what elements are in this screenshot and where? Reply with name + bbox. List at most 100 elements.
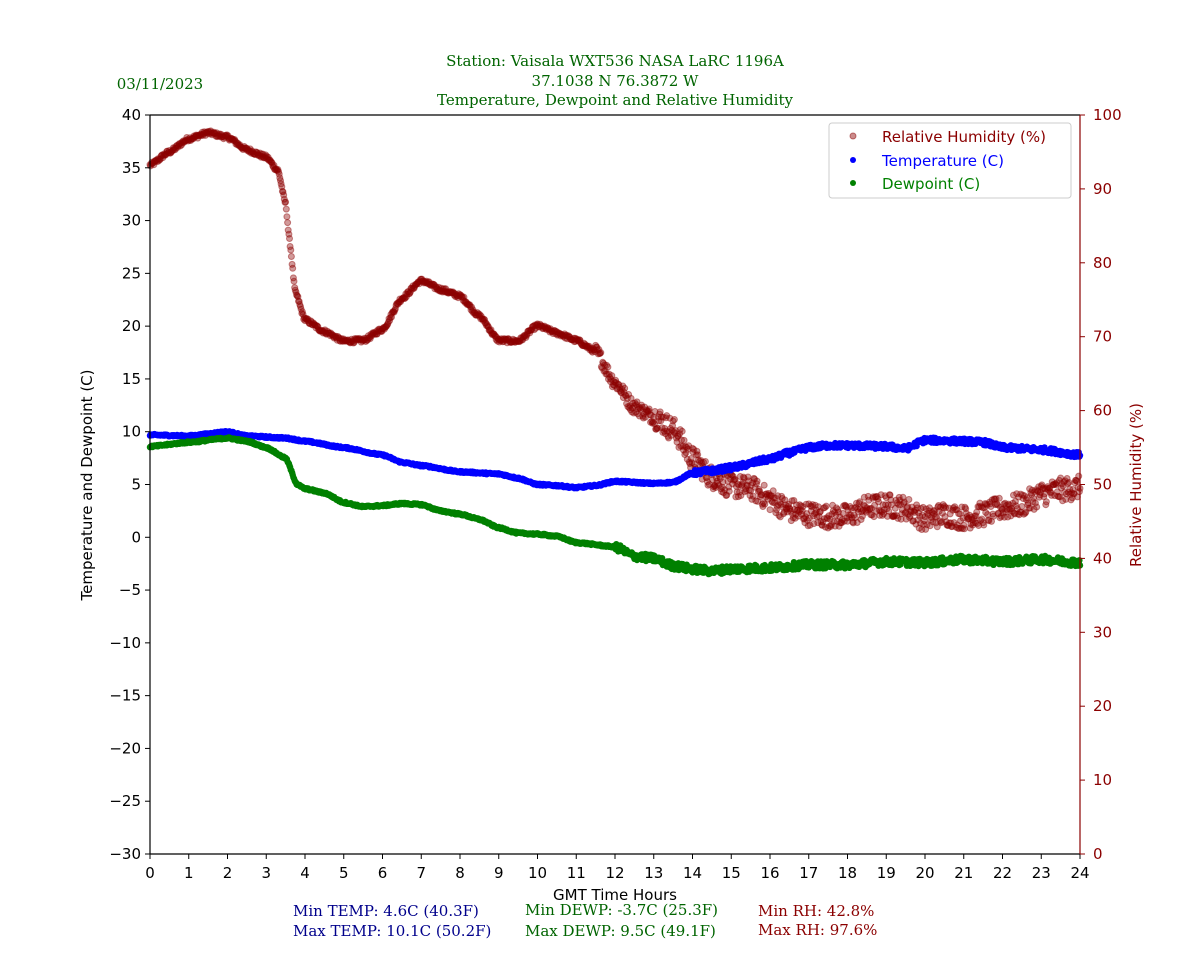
rh-point [765, 490, 773, 497]
rh-point [745, 477, 753, 485]
rh-point [495, 335, 503, 343]
rh-point [684, 445, 692, 453]
rh-point [561, 330, 569, 338]
rh-point [410, 284, 418, 292]
rh-point [632, 401, 640, 409]
rh-point [550, 327, 558, 334]
rh-point [323, 330, 331, 337]
rh-point [321, 326, 329, 334]
rh-point [169, 144, 177, 152]
rh-point [632, 408, 640, 416]
rh-point [512, 337, 520, 344]
rh-point [198, 128, 206, 136]
rh-point [743, 481, 751, 489]
rh-point [418, 275, 426, 283]
rh-point [163, 147, 171, 155]
rh-point [233, 141, 241, 149]
rh-point [764, 495, 772, 503]
rh-point [663, 427, 671, 435]
rh-point [682, 449, 690, 457]
rh-point [451, 290, 459, 297]
rh-point [436, 287, 444, 295]
left-y-tick-label: −15 [109, 687, 141, 705]
rh-point [364, 336, 372, 344]
rh-point [360, 334, 368, 342]
rh-point [567, 336, 575, 343]
rh-point [325, 329, 333, 337]
rh-point [392, 301, 400, 309]
rh-point [655, 417, 663, 425]
rh-point [402, 293, 410, 301]
rh-point [676, 426, 684, 434]
rh-point [730, 476, 738, 484]
rh-point [564, 333, 572, 341]
rh-point [498, 336, 506, 344]
rh-point [405, 290, 413, 298]
rh-point [577, 340, 585, 348]
rh-point [627, 394, 635, 402]
rh-point [344, 336, 352, 344]
rh-point [518, 336, 526, 343]
rh-point [273, 166, 281, 174]
rh-point [479, 317, 487, 325]
rh-point [531, 321, 539, 329]
rh-point [241, 144, 249, 152]
rh-point [206, 128, 214, 136]
rh-point [429, 280, 437, 288]
rh-point [155, 155, 163, 163]
rh-point [457, 293, 465, 301]
right-y-tick-label: 100 [1093, 106, 1122, 124]
rh-point [296, 301, 304, 308]
chart-title-station: Station: Vaisala WXT536 NASA LaRC 1196A [446, 52, 784, 70]
rh-point [635, 403, 643, 411]
rh-point [506, 338, 514, 346]
rh-point [477, 315, 485, 323]
rh-point [391, 306, 399, 314]
rh-point [446, 288, 454, 295]
rh-point [349, 339, 357, 347]
rh-point [697, 457, 705, 464]
rh-point [152, 156, 160, 164]
rh-point [718, 483, 726, 491]
rh-point [619, 394, 627, 402]
rh-point [420, 279, 428, 287]
rh-point [406, 288, 414, 296]
rh-point [191, 133, 199, 141]
rh-point [1018, 503, 1026, 510]
rh-point [492, 336, 500, 344]
rh-point [426, 280, 434, 288]
rh-point [639, 412, 647, 420]
rh-point [692, 451, 700, 459]
rh-point [552, 328, 560, 336]
rh-point [534, 320, 541, 328]
rh-point [205, 128, 213, 136]
rh-point [360, 336, 368, 344]
rh-point [300, 315, 308, 323]
rh-series [146, 127, 1084, 533]
rh-point [342, 336, 350, 344]
rh-point [511, 338, 519, 346]
rh-point [773, 502, 781, 510]
rh-point [357, 336, 364, 344]
rh-point [636, 412, 643, 420]
rh-point [441, 288, 449, 296]
rh-point [185, 136, 193, 144]
rh-point [674, 432, 682, 440]
rh-point [196, 130, 204, 138]
rh-point [385, 315, 393, 323]
rh-point [211, 130, 219, 138]
rh-point [316, 327, 324, 335]
rh-point [668, 426, 676, 434]
rh-point [274, 166, 282, 173]
x-tick-label: 11 [567, 864, 586, 882]
rh-point [370, 329, 377, 337]
rh-point [226, 135, 234, 143]
rh-point [386, 314, 394, 322]
rh-point [398, 295, 406, 303]
rh-point [494, 337, 501, 345]
rh-point [719, 478, 727, 486]
rh-point [433, 285, 441, 293]
rh-point [570, 338, 578, 346]
x-axis-ticks: 0 1 2 3 4 5 6 7 8 9 10 11 12 13 14 15 16 17 18 19 20 21 22 23 24 [145, 854, 1090, 882]
rh-point [729, 473, 737, 480]
